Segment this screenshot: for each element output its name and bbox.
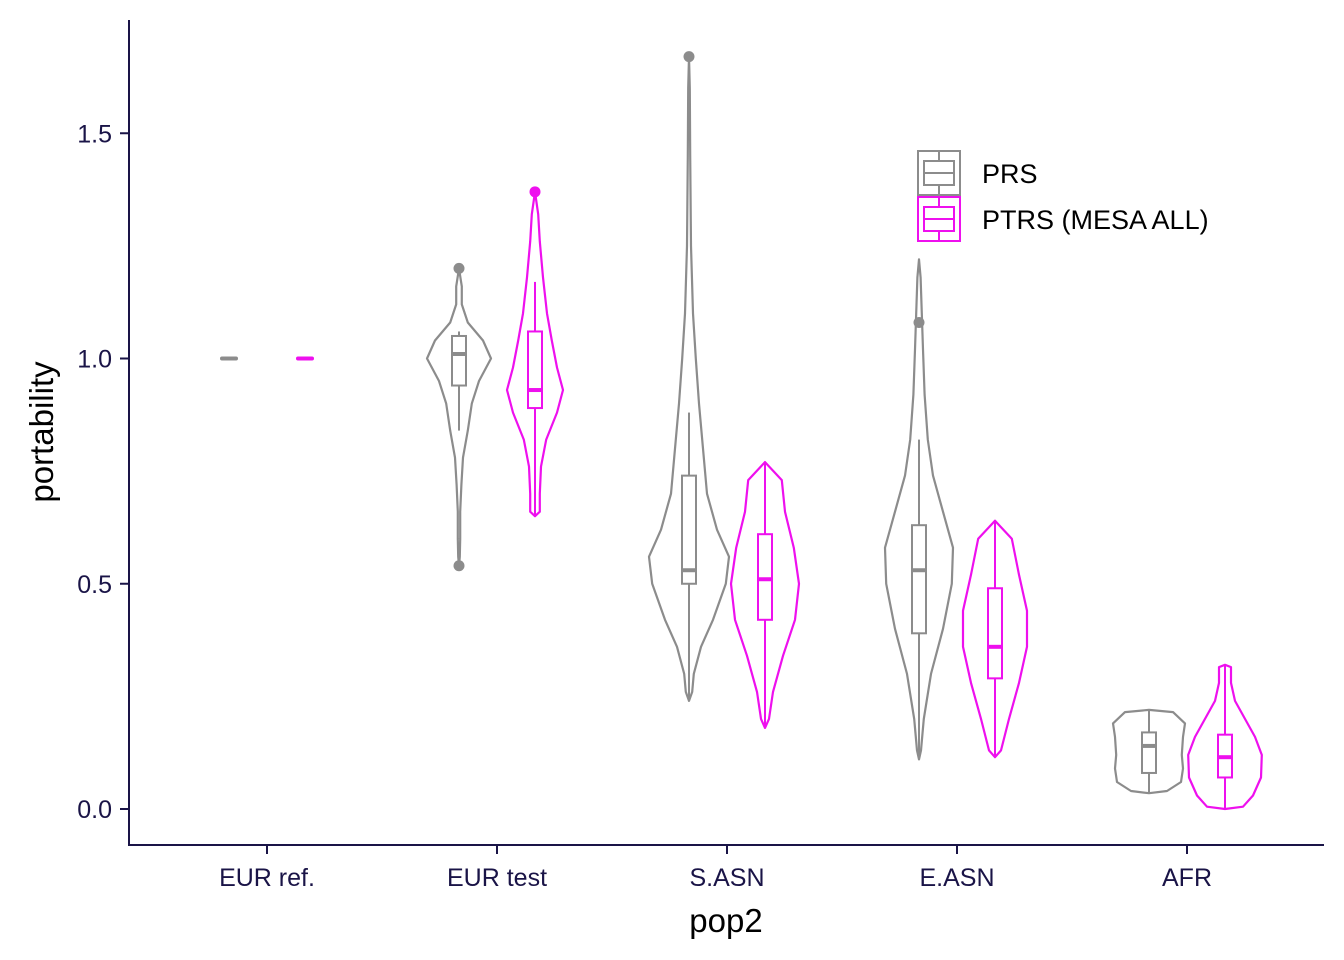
box [681,474,697,585]
box [911,524,927,635]
violin-group [961,519,1029,759]
violin-shape [883,258,955,761]
box [1141,731,1157,774]
box [527,330,543,410]
violin-shape [729,461,801,729]
outlier-point [529,186,541,198]
violin-group [647,51,731,702]
violin-group [505,186,565,518]
outlier-point [913,316,925,328]
violin-shape [1187,663,1263,811]
legend-item: PTRS (MESA ALL) [917,196,1209,242]
violin-group [1111,708,1187,795]
y-tick-label: 0.0 [77,796,112,824]
y-tick-label: 1.0 [77,346,112,374]
legend-item: PRS [917,150,1038,196]
x-ticks: EUR ref. EUR test S.ASN E.ASN AFR [219,845,1212,892]
x-tick-label: EUR ref. [219,864,315,892]
legend-label: PTRS (MESA ALL) [982,205,1209,235]
box [451,334,467,387]
x-tick-label: E.ASN [919,864,994,892]
axes [128,20,1324,846]
outlier-point [683,51,695,63]
outlier-point [453,262,465,274]
box [987,587,1003,680]
y-axis-title: portability [23,361,60,503]
legend: PRS PTRS (MESA ALL) [917,150,1209,242]
violin-group [1187,663,1263,811]
x-tick-label: AFR [1162,864,1212,892]
violin-group [425,262,493,572]
y-tick-label: 0.5 [77,571,112,599]
y-tick-label: 1.5 [77,120,112,148]
x-axis-title: pop2 [689,902,762,939]
outlier-point [453,560,465,572]
plot-area [220,51,1263,811]
violin-group [883,258,955,761]
box [757,533,773,621]
x-tick-label: EUR test [447,864,547,892]
y-ticks: 0.0 0.5 1.0 1.5 [77,120,129,824]
x-tick-label: S.ASN [689,864,764,892]
violin-group [729,461,801,729]
legend-label: PRS [982,159,1038,189]
